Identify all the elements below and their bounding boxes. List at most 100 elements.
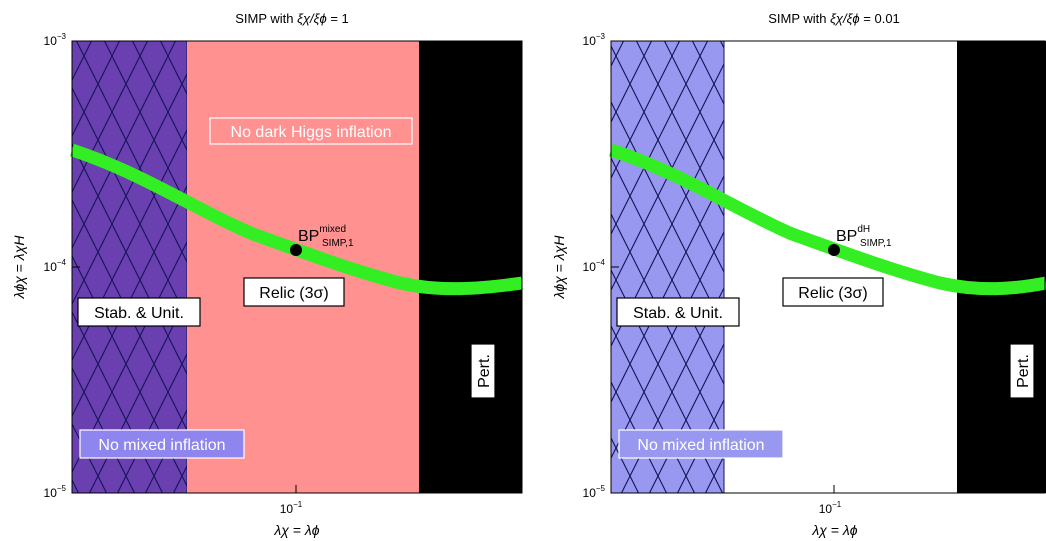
- panel-1-plot: BPmixed SIMP,1 No dark Higgs inflation R…: [44, 32, 523, 516]
- panel-2-label-stab-unit-text: Stab. & Unit.: [633, 305, 723, 322]
- panel-1-regions: [72, 41, 522, 493]
- panel-2-y-tick-label: 10−5: [583, 484, 606, 500]
- panel-1-label-relic: Relic (3σ): [243, 277, 345, 307]
- panel-1-x-axis-label-lhs: λχ: [273, 522, 289, 538]
- panel-2-relic-band: [609, 143, 1046, 296]
- panel-2-y-axis-label-eq: =: [551, 260, 567, 276]
- panel-2-label-no-mixed-text: No mixed inflation: [637, 437, 764, 454]
- panel-2-label-stab-unit: Stab. & Unit.: [616, 297, 740, 327]
- panel-2-y-tick-exp: −5: [596, 484, 606, 493]
- panel-1-y-axis-label-rhs: λχH: [11, 235, 27, 262]
- panel-1-y-tick-label: 10−3: [44, 32, 67, 48]
- panel-1-x-tick-label: 10−1: [280, 500, 303, 516]
- panel-2-y-tick-base: 10: [583, 260, 597, 274]
- panel-2-x-tick-label: 10−1: [819, 500, 842, 516]
- panel-2-regions: [611, 41, 1046, 493]
- panel-2-label-no-mixed-box: [618, 429, 784, 459]
- panel-1-label-stab-unit: Stab. & Unit.: [77, 297, 201, 327]
- panel-1-benchmark-point: [290, 244, 302, 256]
- panel-2-y-tick-exp: −4: [596, 258, 606, 267]
- panel-1-region-pert: [419, 41, 522, 493]
- panel-1-title-ratio: ξχ/ξϕ: [297, 11, 327, 26]
- panel-2-label-pert: Pert.: [1009, 343, 1035, 399]
- panel-2: SIMP with ξχ/ξϕ = 0.01 BPdH SIMP,1 Relic…: [551, 11, 1046, 538]
- panel-1-label-pert-box: [470, 343, 496, 399]
- panel-1-x-tick-exp: −1: [293, 500, 303, 509]
- panel-1-y-axis-label: λϕχ = λχH: [11, 235, 27, 300]
- panel-1-benchmark-sup: mixed: [319, 224, 346, 235]
- panel-1-region-stab-unit-hatch: [72, 41, 187, 493]
- panel-1-title-main: SIMP with: [235, 11, 297, 26]
- panel-1-y-tick-exp: −4: [57, 258, 67, 267]
- panel-1-label-stab-unit-box: [77, 297, 201, 327]
- panel-1-benchmark-label: BPmixed: [298, 224, 346, 245]
- panel-1-x-axis-label-eq: =: [289, 522, 305, 538]
- panel-2-label-relic: Relic (3σ): [782, 277, 884, 307]
- panel-2-benchmark-sup: dH: [857, 224, 870, 235]
- panel-2-title-main: SIMP with: [768, 11, 830, 26]
- panel-2-x-axis-label-lhs: λχ: [811, 522, 827, 538]
- panel-1: SIMP with ξχ/ξϕ = 1 BPmixed SIMP,1 No da…: [11, 11, 523, 538]
- panel-2-y-axis-label-lhs: λϕχ: [551, 276, 567, 300]
- panel-2-x-tick-exp: −1: [832, 500, 842, 509]
- panel-1-label-no-mixed-box: [79, 429, 245, 459]
- panel-2-x-tick-base: 10: [819, 502, 833, 516]
- panel-1-label-pert-text: Pert.: [476, 354, 493, 388]
- panel-1-y-tick-base: 10: [44, 34, 58, 48]
- panel-2-x-axis-label-rhs: λϕ: [842, 522, 858, 538]
- panel-2-label-stab-unit-box: [616, 297, 740, 327]
- panel-2-y-tick-exp: −3: [596, 32, 606, 41]
- panel-2-title: SIMP with ξχ/ξϕ = 0.01: [768, 11, 900, 26]
- panel-1-label-relic-text: Relic (3σ): [259, 285, 328, 302]
- panel-1-label-relic-box: [243, 277, 345, 307]
- panel-2-region-stab-unit-hatch: [611, 41, 724, 493]
- panel-2-x-axis-label-eq: =: [827, 522, 843, 538]
- panel-1-benchmark-base: BP: [298, 228, 319, 245]
- panel-1-y-axis-label-lhs: λϕχ: [11, 276, 27, 300]
- panel-2-label-relic-box: [782, 277, 884, 307]
- panel-1-y-tick-exp: −3: [57, 32, 67, 41]
- panel-2-y-tick-base: 10: [583, 34, 597, 48]
- panel-1-x-axis-label-rhs: λϕ: [304, 522, 320, 538]
- panel-1-title: SIMP with ξχ/ξϕ = 1: [235, 11, 349, 26]
- panel-1-title-value: = 1: [327, 11, 349, 26]
- panel-1-x-axis-label: λχ = λϕ: [273, 522, 319, 538]
- panel-2-region-pert: [957, 41, 1046, 493]
- panel-1-x-tick-base: 10: [280, 502, 294, 516]
- panel-2-y-axis-label-rhs: λχH: [551, 235, 567, 262]
- panel-1-y-tick-label: 10−4: [44, 258, 67, 274]
- panel-2-title-ratio: ξχ/ξϕ: [830, 11, 860, 26]
- panel-1-y-axis-label-eq: =: [11, 260, 27, 276]
- panel-1-label-no-mixed: No mixed inflation: [79, 429, 245, 459]
- panel-2-label-pert-text: Pert.: [1015, 354, 1032, 388]
- panel-1-label-no-mixed-text: No mixed inflation: [98, 437, 225, 454]
- panel-1-y-tick-exp: −5: [57, 484, 67, 493]
- panel-2-label-no-mixed: No mixed inflation: [618, 429, 784, 459]
- panel-2-y-ticks: 10−3 10−4 10−5: [583, 32, 619, 500]
- panel-1-y-tick-base: 10: [44, 486, 58, 500]
- panel-2-label-relic-text: Relic (3σ): [798, 285, 867, 302]
- panel-1-x-ticks: 10−1: [280, 485, 303, 516]
- panel-1-region-no-dark-higgs: [187, 41, 419, 493]
- panel-2-y-tick-label: 10−4: [583, 258, 606, 274]
- panel-2-plot: BPdH SIMP,1 Relic (3σ) Stab. & Unit. Per…: [583, 32, 1046, 516]
- panel-2-x-ticks: 10−1: [819, 485, 842, 516]
- panel-1-label-pert: Pert.: [470, 343, 496, 399]
- panel-1-label-no-dark-higgs: No dark Higgs inflation: [209, 117, 413, 145]
- panel-1-relic-band: [69, 143, 523, 296]
- panel-2-x-axis-label: λχ = λϕ: [811, 522, 857, 538]
- panel-1-benchmark-sub: SIMP,1: [322, 238, 354, 249]
- panel-2-benchmark-sub: SIMP,1: [860, 238, 892, 249]
- panel-2-benchmark-point: [828, 244, 840, 256]
- panel-2-y-tick-label: 10−3: [583, 32, 606, 48]
- panel-1-y-tick-label: 10−5: [44, 484, 67, 500]
- panel-2-label-pert-box: [1009, 343, 1035, 399]
- panel-2-y-axis-label: λϕχ = λχH: [551, 235, 567, 300]
- panel-2-benchmark-base: BP: [836, 228, 857, 245]
- panel-2-y-tick-base: 10: [583, 486, 597, 500]
- panel-1-y-ticks: 10−3 10−4 10−5: [44, 32, 80, 500]
- panel-1-label-no-dark-higgs-text: No dark Higgs inflation: [231, 124, 392, 141]
- panel-1-y-tick-base: 10: [44, 260, 58, 274]
- panel-1-label-stab-unit-text: Stab. & Unit.: [94, 305, 184, 322]
